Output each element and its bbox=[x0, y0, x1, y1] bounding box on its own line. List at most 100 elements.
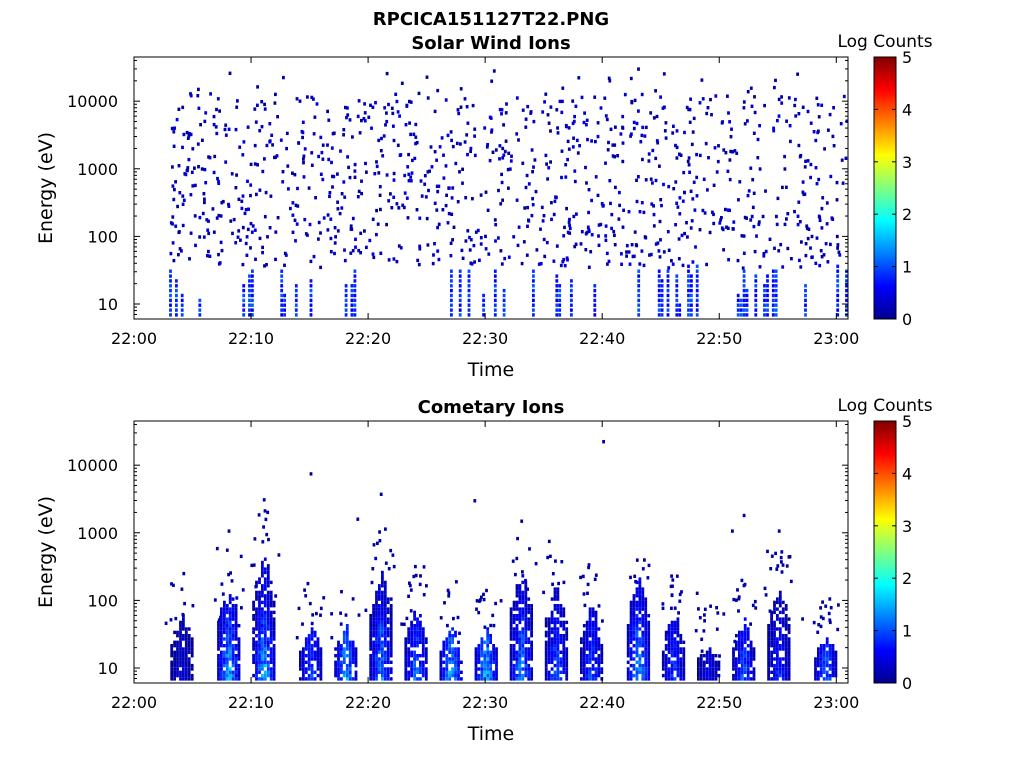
heatmap-cell bbox=[225, 663, 229, 668]
heatmap-cell bbox=[337, 640, 340, 644]
heatmap-cell bbox=[752, 191, 756, 195]
x-tick-label: 22:30 bbox=[462, 329, 508, 348]
heatmap-cell bbox=[521, 644, 525, 648]
heatmap-cell bbox=[182, 627, 185, 631]
heatmap-cell bbox=[389, 637, 393, 641]
heatmap-cell bbox=[588, 667, 592, 671]
heatmap-cell bbox=[169, 308, 172, 312]
heatmap-cell bbox=[644, 624, 648, 628]
heatmap-cell bbox=[776, 196, 780, 201]
heatmap-cell bbox=[319, 657, 323, 661]
heatmap-cell bbox=[783, 167, 787, 171]
heatmap-cell bbox=[677, 257, 681, 261]
heatmap-cell bbox=[389, 614, 393, 618]
heatmap-cell bbox=[776, 600, 779, 605]
heatmap-cell bbox=[814, 138, 818, 143]
heatmap-cell bbox=[751, 178, 755, 182]
heatmap-cell bbox=[822, 647, 826, 651]
heatmap-cell bbox=[383, 584, 387, 588]
heatmap-cell bbox=[382, 134, 386, 138]
heatmap-cell bbox=[635, 607, 639, 611]
heatmap-cell bbox=[749, 622, 752, 626]
heatmap-cell bbox=[174, 180, 177, 184]
heatmap-cell bbox=[754, 293, 758, 298]
heatmap-cell bbox=[509, 663, 513, 668]
heatmap-cell bbox=[594, 610, 598, 615]
heatmap-cell bbox=[372, 677, 375, 681]
heatmap-cell bbox=[231, 677, 235, 681]
heatmap-cell bbox=[480, 644, 484, 648]
heatmap-cell bbox=[375, 637, 378, 641]
heatmap-cell bbox=[629, 617, 633, 621]
heatmap-cell bbox=[796, 222, 800, 227]
heatmap-cell bbox=[629, 637, 633, 641]
heatmap-cell bbox=[331, 132, 335, 136]
heatmap-cell bbox=[263, 584, 267, 588]
heatmap-cell bbox=[252, 607, 255, 611]
heatmap-cell bbox=[562, 663, 566, 668]
heatmap-cell bbox=[272, 650, 276, 654]
heatmap-cell bbox=[509, 624, 513, 628]
heatmap-cell bbox=[386, 627, 390, 631]
heatmap-cell bbox=[253, 228, 257, 232]
heatmap-cell bbox=[767, 630, 770, 635]
heatmap-cell bbox=[555, 195, 558, 200]
heatmap-cell bbox=[461, 167, 464, 171]
heatmap-cell bbox=[647, 650, 651, 654]
heatmap-cell bbox=[175, 284, 178, 288]
heatmap-cell bbox=[224, 160, 228, 164]
heatmap-cell bbox=[351, 135, 354, 139]
heatmap-cell bbox=[676, 673, 680, 678]
heatmap-cell bbox=[220, 614, 223, 618]
heatmap-cell bbox=[255, 670, 258, 674]
heatmap-cell bbox=[600, 660, 604, 664]
heatmap-cell bbox=[559, 620, 563, 625]
heatmap-cell bbox=[678, 313, 682, 317]
heatmap-cell bbox=[354, 677, 358, 681]
heatmap-cell bbox=[685, 105, 689, 110]
heatmap-cell bbox=[521, 161, 525, 165]
heatmap-cell bbox=[466, 152, 469, 157]
heatmap-cell bbox=[724, 207, 727, 212]
heatmap-cell bbox=[626, 670, 630, 674]
heatmap-cell bbox=[751, 205, 755, 210]
heatmap-cell bbox=[227, 204, 231, 208]
heatmap-cell bbox=[512, 617, 516, 621]
heatmap-cell bbox=[682, 670, 686, 674]
heatmap-cell bbox=[413, 644, 416, 648]
heatmap-cell bbox=[248, 298, 251, 303]
heatmap-cell bbox=[766, 284, 769, 288]
heatmap-cell bbox=[337, 660, 340, 664]
heatmap-cell bbox=[804, 308, 807, 312]
heatmap-cell bbox=[253, 162, 257, 166]
heatmap-cell bbox=[184, 634, 188, 638]
heatmap-cell bbox=[457, 650, 460, 654]
heatmap-cell bbox=[280, 288, 284, 293]
heatmap-cell bbox=[489, 670, 492, 674]
heatmap-cell bbox=[197, 106, 201, 110]
heatmap-cell bbox=[626, 677, 630, 681]
heatmap-cell bbox=[553, 677, 557, 681]
heatmap-cell bbox=[494, 148, 498, 152]
heatmap-cell bbox=[822, 650, 826, 654]
heatmap-cell bbox=[679, 670, 683, 674]
heatmap-cell bbox=[550, 627, 554, 631]
heatmap-cell bbox=[170, 677, 174, 681]
heatmap-cell bbox=[683, 130, 686, 135]
heatmap-cell bbox=[740, 634, 744, 638]
heatmap-cell bbox=[763, 293, 766, 298]
heatmap-cell bbox=[798, 220, 802, 224]
heatmap-cell bbox=[735, 640, 738, 644]
y-tick-label: 10 bbox=[98, 659, 118, 678]
heatmap-cell bbox=[313, 115, 317, 119]
heatmap-cell bbox=[310, 647, 314, 651]
heatmap-cell bbox=[738, 657, 741, 661]
heatmap-cell bbox=[515, 604, 519, 608]
heatmap-cell bbox=[753, 249, 757, 254]
heatmap-cell bbox=[570, 284, 573, 288]
heatmap-cell bbox=[515, 617, 519, 621]
heatmap-cell bbox=[223, 617, 226, 621]
heatmap-cell bbox=[644, 614, 648, 618]
heatmap-cell bbox=[638, 663, 642, 668]
heatmap-cell bbox=[718, 221, 722, 225]
